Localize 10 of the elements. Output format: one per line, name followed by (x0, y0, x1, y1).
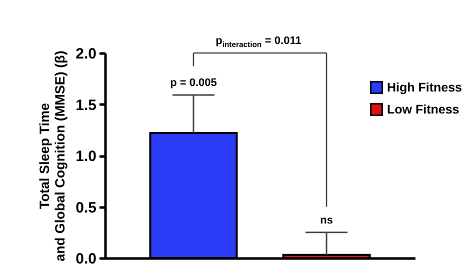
y-tick-label: 2.0 (76, 46, 96, 62)
y-tick-label: 1.0 (76, 148, 96, 165)
y-tick-label: 0.5 (76, 199, 96, 216)
y-axis-title: Total Sleep Time and Global Cognition (MMSE) (β) (37, 50, 68, 262)
annotation: p = 0.005 (170, 77, 217, 90)
annotation: ns (320, 214, 333, 226)
legend-label: Low Fitness (387, 102, 460, 116)
y-tick-label: 0.0 (76, 250, 96, 268)
y-tick-label: 1.5 (76, 96, 96, 114)
legend-label: High Fitness (387, 80, 462, 94)
